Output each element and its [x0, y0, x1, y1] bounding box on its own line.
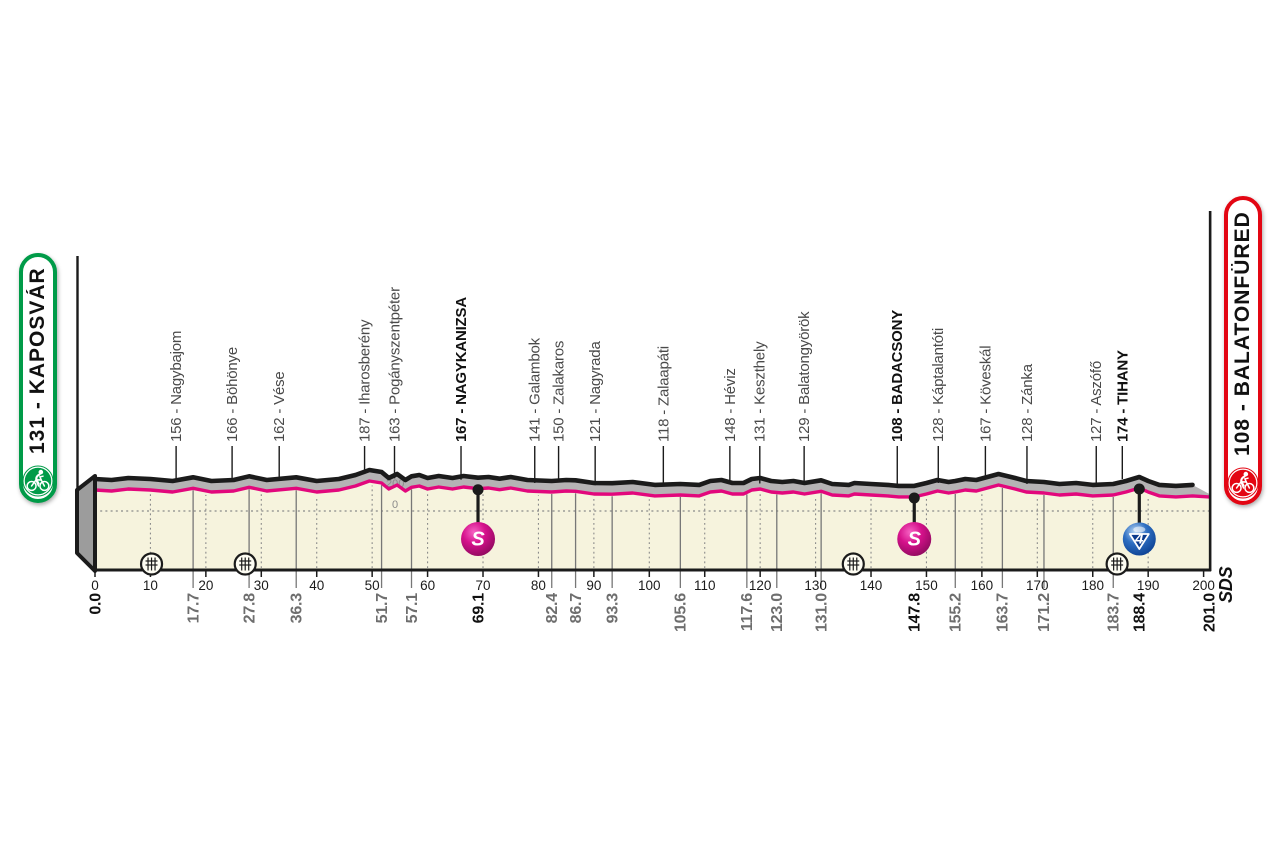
km-distance-label: 188.4	[1132, 593, 1149, 632]
km-distance-label: 117.6	[739, 593, 756, 631]
sprint-icon-letter: S	[471, 529, 485, 551]
km-distance-label: 86.7	[568, 593, 585, 624]
km-distance-label: 163.7	[995, 593, 1012, 632]
start-badge: 131 - KAPOSVÁR	[19, 253, 57, 503]
profile-pink-line	[94, 479, 1210, 499]
km-distance-label: 93.3	[604, 593, 621, 624]
climb-icon-number: 4	[1134, 531, 1144, 548]
finish-badge-label: 108 - BALATONFÜRED	[1231, 211, 1254, 456]
waypoint-label: 187 - Iharosberény	[357, 319, 374, 442]
x-axis-tick-label: 20	[198, 578, 213, 593]
km-distance-label: 36.3	[288, 593, 305, 624]
x-axis-tick-label: 80	[531, 578, 546, 593]
waypoint-label: 118 - Zalaapáti	[655, 346, 672, 442]
x-axis-tick-label: 180	[1081, 578, 1104, 593]
waypoint-label: 162 - Vése	[271, 371, 288, 442]
km-distance-label: 82.4	[544, 593, 561, 624]
credit-sds: SDS	[1216, 566, 1236, 603]
x-axis-tick-label: 200	[1192, 578, 1215, 593]
start-badge-label: 131 - KAPOSVÁR	[26, 267, 49, 455]
x-axis-tick-label: 160	[971, 578, 994, 593]
waypoint-label: 174 - TIHANY	[1114, 350, 1131, 442]
km-distance-label: 123.0	[769, 593, 786, 632]
km-distance-label: 183.7	[1106, 593, 1123, 632]
waypoint-label: 108 - BADACSONY	[889, 310, 906, 442]
km-distance-label: 155.2	[948, 593, 965, 632]
x-axis-tick-label: 40	[309, 578, 324, 593]
x-axis-tick-label: 120	[749, 578, 772, 593]
waypoint-label: 129 - Balatongyörök	[796, 311, 813, 442]
sprint-icon	[897, 522, 932, 556]
km-distance-label: 147.8	[907, 593, 924, 632]
marker-anchor-dot	[908, 492, 920, 504]
x-axis-tick-label: 50	[365, 578, 380, 593]
finish-badge: 108 - BALATONFÜRED	[1224, 196, 1262, 505]
km-distance-label: 51.7	[374, 593, 391, 624]
profile-3d-left-face	[75, 474, 97, 573]
x-axis-tick-label: 140	[860, 578, 883, 593]
climb-icon-highlight	[1133, 526, 1146, 533]
profile-black-line	[92, 467, 1195, 489]
marker-anchor-dot	[1133, 483, 1145, 495]
waypoint-label: 128 - Káptalantóti	[930, 328, 947, 442]
x-axis-tick-label: 70	[475, 578, 490, 593]
x-axis-tick-label: 100	[638, 578, 661, 593]
x-axis-tick-label: 130	[804, 578, 827, 593]
climb-icon-triangle	[1128, 533, 1150, 550]
finish-cyclist-icon	[1227, 467, 1259, 499]
road-band	[95, 470, 1210, 497]
start-cyclist-icon	[22, 465, 54, 497]
km-distance-label: 171.2	[1036, 593, 1053, 632]
km-distance-label: 105.6	[673, 593, 690, 632]
waypoint-label: 128 - Zánka	[1019, 363, 1036, 442]
elevation-scale-0: 0	[392, 499, 398, 511]
x-axis-tick-label: 60	[420, 578, 435, 593]
waypoint-label: 127 - Aszófő	[1088, 361, 1105, 442]
waypoint-label: 150 - Zalakaros	[551, 341, 568, 442]
km-distance-label: 131.0	[813, 593, 830, 632]
waypoint-label: 148 - Héviz	[722, 368, 739, 442]
waypoint-label: 141 - Galambok	[527, 337, 544, 442]
x-axis-tick-label: 150	[915, 578, 938, 593]
x-axis-tick-label: 30	[254, 578, 269, 593]
waypoint-label: 163 - Pogányszentpéter	[386, 287, 403, 442]
waypoint-label: 167 - Köveskál	[977, 346, 994, 442]
x-axis-tick-label: 0	[91, 578, 99, 593]
sprint-icon-letter: S	[908, 529, 922, 551]
x-axis-tick-label: 170	[1026, 578, 1049, 593]
waypoint-label: 121 - Nagyrada	[587, 341, 604, 442]
km-distance-label: 17.7	[185, 593, 202, 624]
waypoint-label: 131 - Keszthely	[752, 341, 769, 442]
km-distance-label: 0.0	[87, 593, 104, 615]
km-distance-label: 69.1	[470, 593, 487, 624]
x-axis-tick-label: 90	[586, 578, 601, 593]
x-axis-tick-label: 110	[694, 578, 716, 593]
km-distance-label: 57.1	[404, 593, 421, 624]
marker-anchor-dot	[472, 484, 484, 496]
sprint-icon	[461, 522, 496, 556]
waypoint-label: 166 - Böhönye	[224, 347, 241, 442]
waypoint-label: 167 - NAGYKANIZSA	[453, 297, 470, 442]
waypoint-label: 156 - Nagybajom	[168, 331, 185, 442]
km-distance-label: 201.0	[1201, 593, 1218, 632]
elevation-area	[95, 481, 1210, 569]
x-axis-tick-label: 10	[143, 578, 158, 593]
km-distance-label: 27.8	[241, 593, 258, 624]
x-axis-tick-label: 190	[1137, 578, 1160, 593]
